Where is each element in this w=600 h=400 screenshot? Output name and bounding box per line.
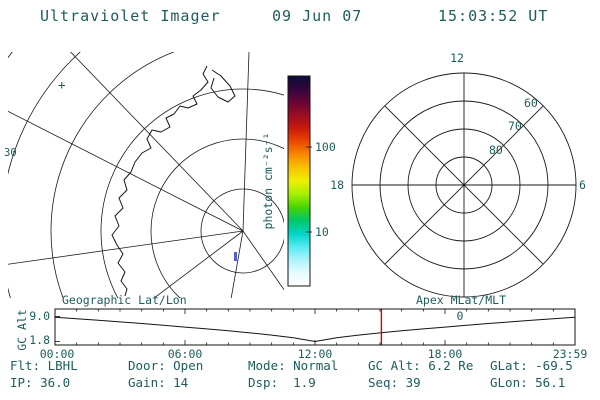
status-door: Door: Open <box>128 358 203 373</box>
status-dsp: Dsp: 1.9 <box>248 375 316 390</box>
app-title: Ultraviolet Imager <box>40 7 221 25</box>
apex-mlat-70: 70 <box>508 119 522 133</box>
date-label: 09 Jun 07 <box>272 7 362 25</box>
xtick-0000: 00:00 <box>40 347 75 361</box>
xtick-1800: 18:00 <box>428 347 463 361</box>
apex-mlt-0: 0 <box>457 309 464 323</box>
coastline <box>111 65 209 297</box>
apex-mlt-6: 6 <box>579 178 586 192</box>
status-gc-alt: GC Alt: 6.2 Re <box>368 358 473 373</box>
chart-axis-ticks <box>54 309 576 345</box>
apex-grid-lines <box>351 72 577 298</box>
xtick-0600: 06:00 <box>168 347 203 361</box>
apex-mlt-18: 18 <box>330 178 344 192</box>
status-filter: Flt: LBHL <box>10 358 78 373</box>
coastline-inlet <box>210 69 236 103</box>
geo-lat-grid-label: 30 <box>4 147 17 159</box>
auroral-emission-pixel <box>234 252 237 261</box>
geo-pole-marker: + <box>58 77 66 92</box>
status-ip: IP: 36.0 <box>10 375 70 390</box>
colorbar-tick-10: 10 <box>315 225 329 239</box>
status-mode: Mode: Normal <box>248 358 338 373</box>
colorbar-units-label: photon cm⁻²s⁻¹ <box>261 133 275 230</box>
colorbar-tick-100: 100 <box>315 140 336 154</box>
time-label: 15:03:52 UT <box>438 7 548 25</box>
status-glat: GLat: -69.5 <box>490 358 573 373</box>
status-glon: GLon: 56.1 <box>490 375 565 390</box>
apex-mlat-80: 80 <box>489 143 503 157</box>
apex-panel: 12 18 6 0 60 70 80 <box>330 51 586 323</box>
xtick-1200: 12:00 <box>298 347 333 361</box>
ytick-1-8: 1.8 <box>29 333 50 347</box>
geo-panel-caption: Geographic Lat/Lon <box>62 293 187 307</box>
xtick-2359: 23:59 <box>553 347 588 361</box>
status-gain: Gain: 14 <box>128 375 188 390</box>
gc-alt-curve <box>54 316 576 343</box>
apex-panel-caption: Apex MLat/MLT <box>416 293 506 307</box>
apex-mlat-60: 60 <box>524 96 538 110</box>
ytick-9: 9.0 <box>29 309 50 323</box>
apex-mlt-12: 12 <box>450 51 464 65</box>
chart-frame <box>54 308 576 346</box>
status-seq: Seq: 39 <box>368 375 421 390</box>
colorbar-gradient <box>287 75 311 287</box>
chart-y-axis-label: GC Alt <box>15 309 29 351</box>
geo-grid-lines <box>8 52 284 298</box>
gc-alt-chart: GC Alt 9.0 1.8 00:00 06:00 12:00 18:00 2… <box>15 308 588 361</box>
colorbar: 100 10 photon cm⁻²s⁻¹ <box>261 75 336 287</box>
geo-panel: 30 + <box>4 52 284 298</box>
title-bar: Ultraviolet Imager 09 Jun 07 15:03:52 UT <box>40 7 548 25</box>
status-bar: Flt: LBHL Door: Open Mode: Normal GC Alt… <box>10 358 573 390</box>
